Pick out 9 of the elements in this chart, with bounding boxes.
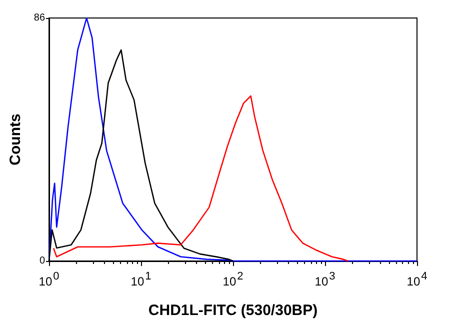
- x-tick-label: 102: [222, 270, 244, 288]
- x-tick-label: 101: [130, 270, 152, 288]
- x-tick-label: 104: [406, 270, 428, 288]
- y-axis-title: Counts: [7, 114, 24, 166]
- y-tick-label: 0: [39, 256, 46, 266]
- x-tick-label: 103: [314, 270, 336, 288]
- x-tick-label: 100: [38, 270, 60, 288]
- y-tick-label: 86: [34, 12, 46, 24]
- x-axis-title: CHD1L-FITC (530/30BP): [148, 302, 318, 319]
